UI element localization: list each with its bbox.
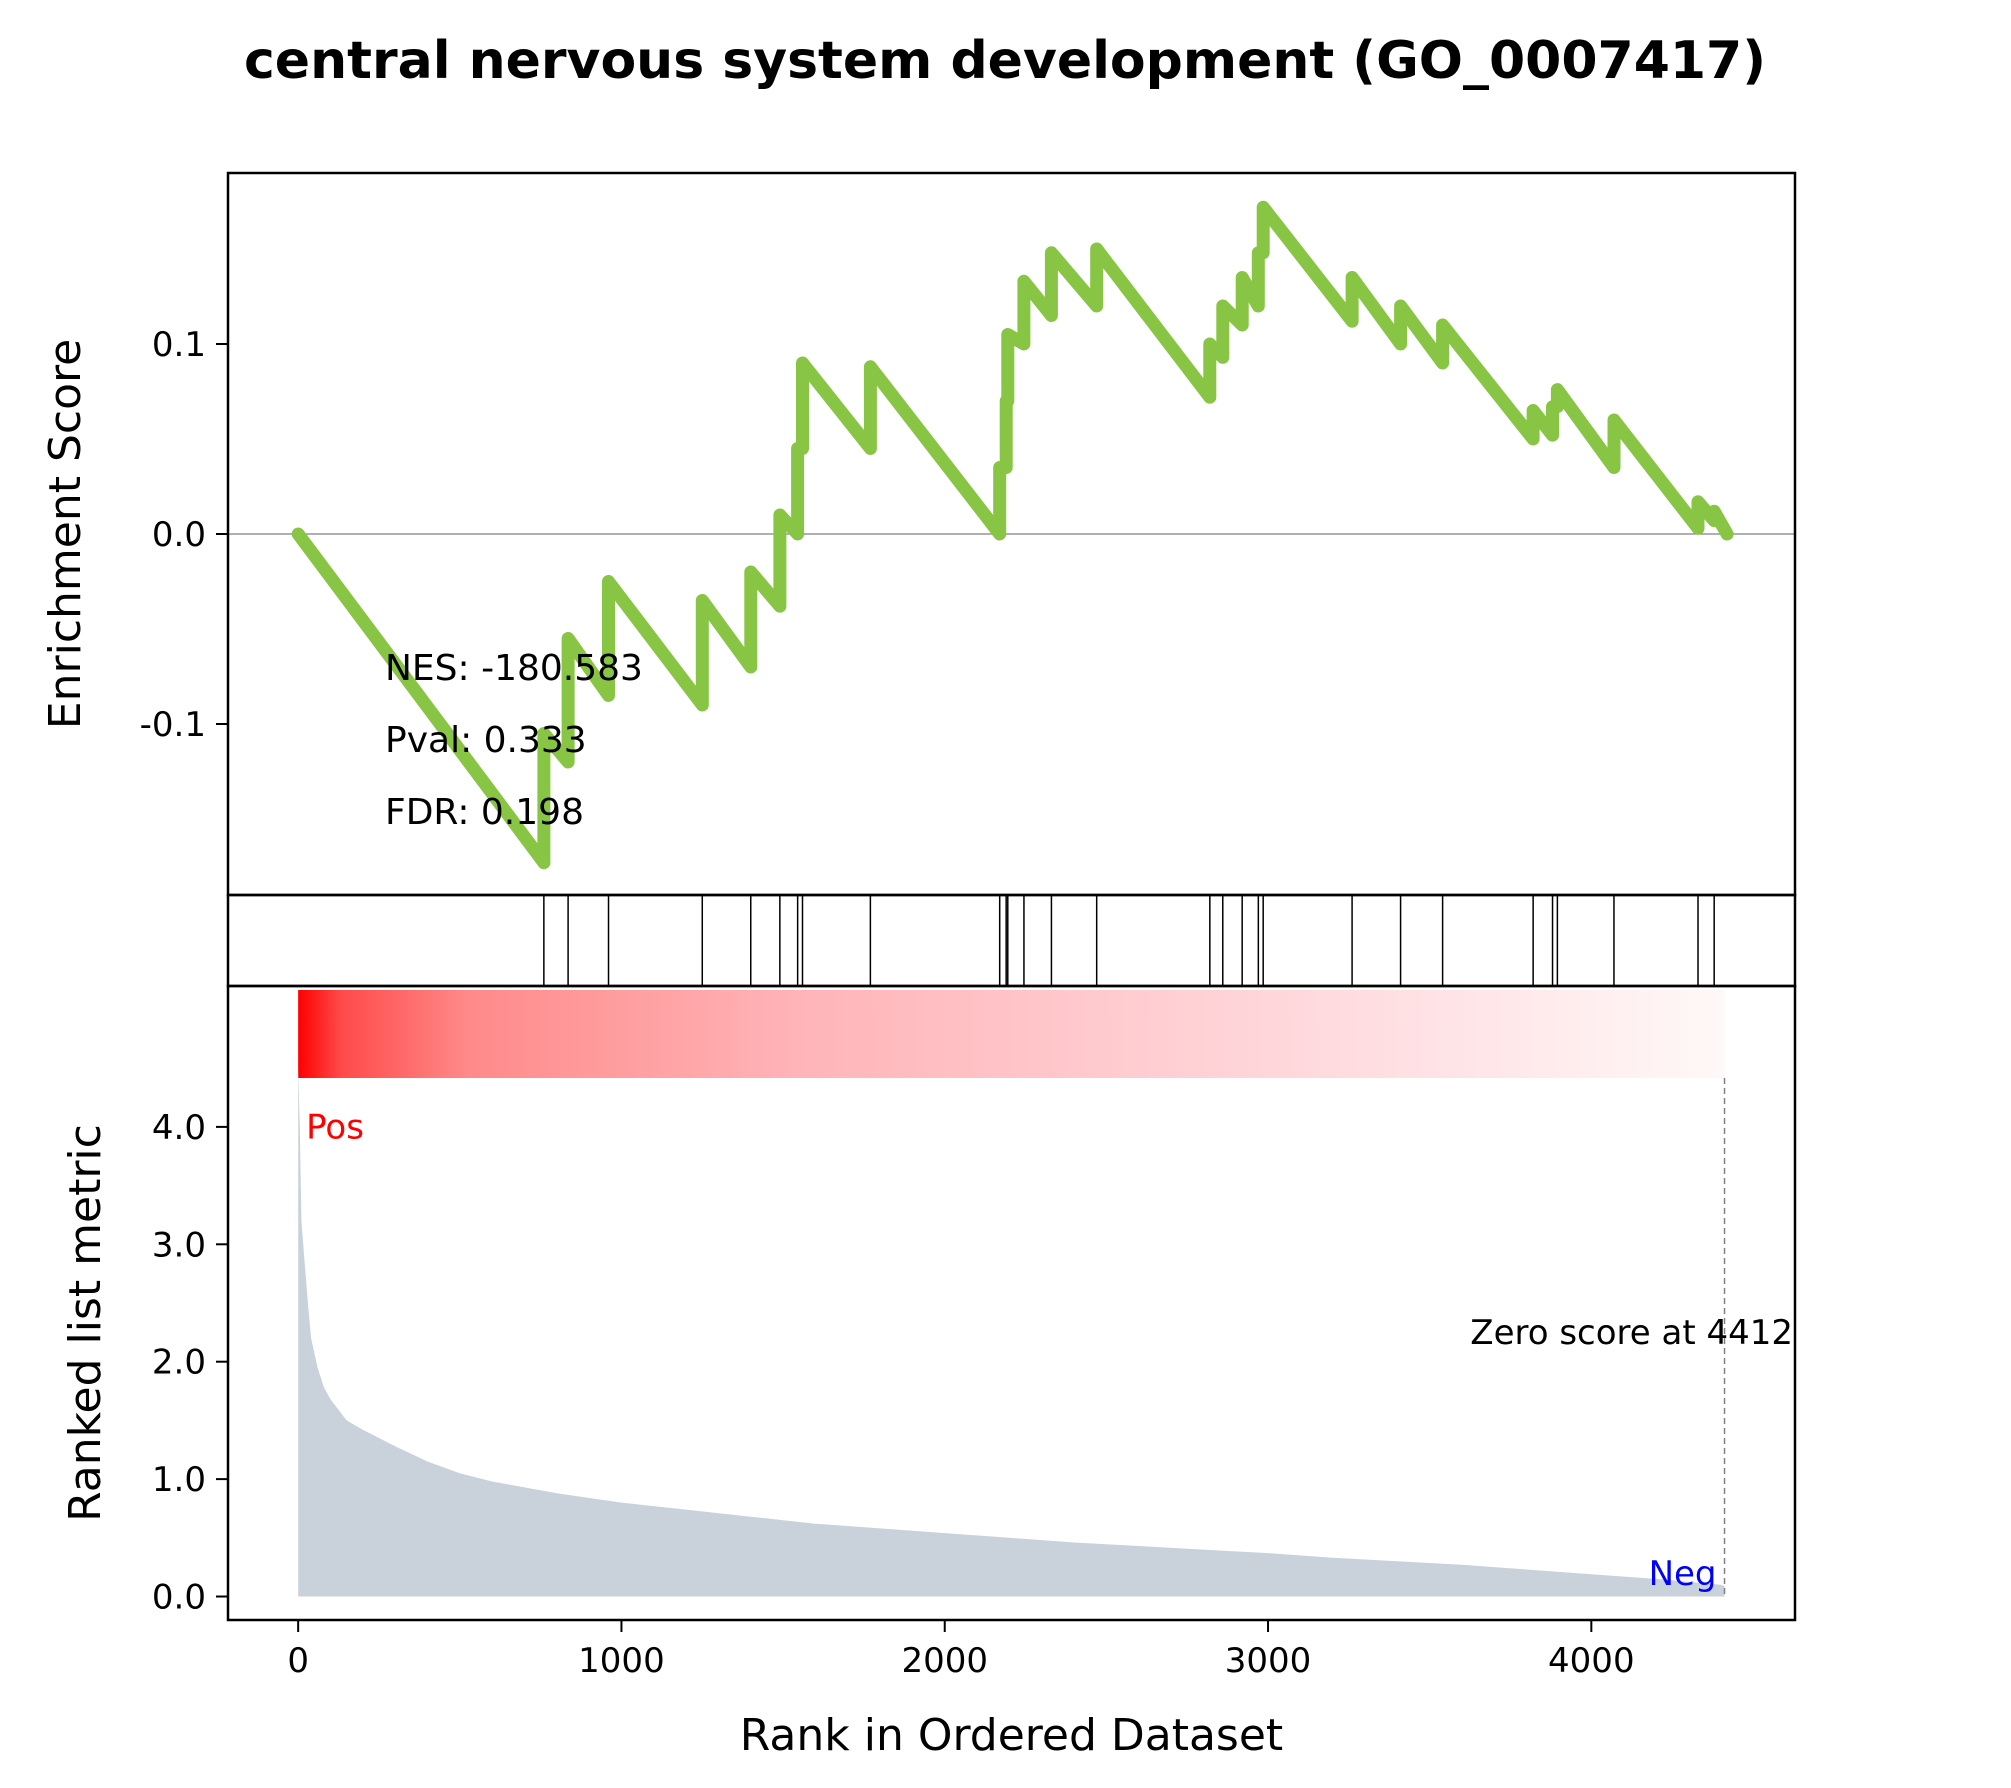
hit-lines: [543, 895, 1715, 986]
metric-y-tick-label: 0.0: [152, 1578, 206, 1618]
metric-y-tick-label: 3.0: [152, 1225, 206, 1265]
metric-x-tick-label: 2000: [901, 1641, 988, 1681]
chart-title: central nervous system development (GO_0…: [244, 31, 1766, 91]
metric-panel-frame: [226, 984, 1797, 1622]
enrichment-score-line: [291, 200, 1734, 870]
metric-x-axis-label: Rank in Ordered Dataset: [740, 1710, 1283, 1761]
es-annotation: FDR: 0.198: [385, 792, 584, 833]
metric-x-axis: 0 1000 2000 3000 4000: [287, 1620, 1635, 1681]
metric-y-axis: 4.0 3.0 2.0 1.0 0.0: [152, 1108, 228, 1618]
pos-label: Pos: [306, 1108, 364, 1148]
es-annotation: NES: -180.583: [385, 648, 643, 689]
es-y-axis: 0.1 0.0 -0.1: [140, 325, 228, 745]
es-y-tick-label: -0.1: [140, 705, 206, 745]
metric-y-tick-label: 2.0: [152, 1343, 206, 1383]
metric-x-tick-label: 0: [287, 1641, 309, 1681]
hit-positions-panel: [226, 893, 1797, 988]
neg-label: Neg: [1649, 1554, 1717, 1594]
metric-x-tick-label: 4000: [1548, 1641, 1635, 1681]
ranked-metric-panel: Pos Neg Zero score at 4412 4.0 3.0 2.0 1.0 0…: [60, 984, 1797, 1761]
metric-x-tick-label: 1000: [578, 1641, 665, 1681]
hits-panel-frame: [226, 893, 1797, 988]
metric-y-tick-label: 1.0: [152, 1460, 206, 1500]
es-annotations: NES: -180.583 Pval: 0.333 FDR: 0.198: [385, 648, 643, 833]
enrichment-score-panel: 0.1 0.0 -0.1 NES: -180.583 Pval: 0.333 FDR: …: [40, 171, 1797, 897]
es-annotation: Pval: 0.333: [385, 720, 587, 761]
metric-x-tick-label: 3000: [1225, 1641, 1312, 1681]
metric-y-tick-label: 4.0: [152, 1108, 206, 1148]
es-y-axis-label: Enrichment Score: [40, 339, 91, 729]
ranked-metric-area: [298, 1068, 1725, 1597]
es-y-tick-label: 0.0: [152, 515, 206, 555]
metric-y-axis-label: Ranked list metric: [60, 1124, 111, 1522]
es-y-tick-label: 0.1: [152, 325, 206, 365]
rank-heatmap-strip: [298, 990, 1725, 1078]
zero-score-label: Zero score at 4412: [1470, 1313, 1793, 1353]
